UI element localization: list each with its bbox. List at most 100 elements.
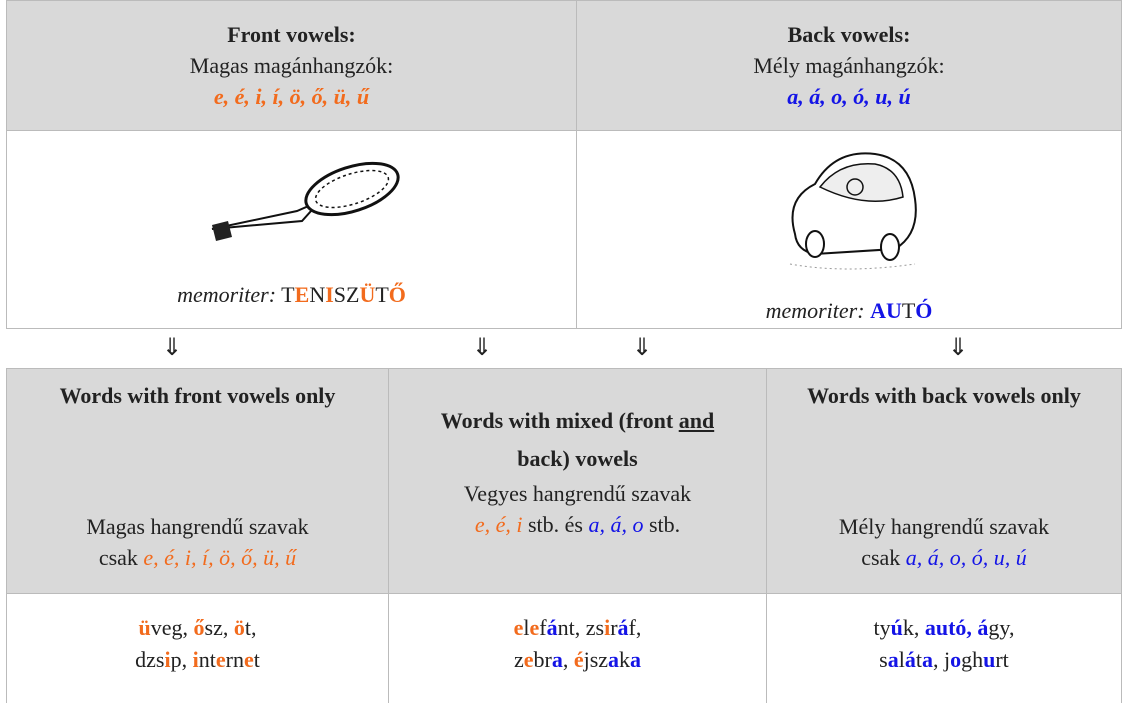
text-run: stb. és — [522, 512, 589, 537]
text-run: k, — [902, 615, 925, 640]
mnemonic: memoriter: TENISZÜTŐ — [7, 279, 576, 310]
text-run: AU — [870, 298, 902, 323]
example-line: üveg, ősz, öt, — [7, 612, 388, 644]
text-run: and — [678, 408, 715, 433]
text-run: t, — [244, 615, 257, 640]
examples-cell: üveg, ősz, öt, dzsip, internet — [6, 593, 389, 703]
text-run: Words with mixed (front — [440, 408, 679, 433]
text-run: l — [523, 615, 530, 640]
text-run: á — [977, 615, 989, 640]
text-run: t — [253, 647, 260, 672]
text-run: Words with back vowels only — [807, 383, 1081, 408]
vowels: csak a, á, o, ó, u, ú — [795, 542, 1093, 573]
text-run: SZ — [333, 282, 360, 307]
subtitle: Magas hangrendű szavak — [86, 514, 309, 539]
text-run: E — [294, 282, 310, 307]
text-run: a — [887, 647, 899, 672]
text-run: z — [513, 647, 524, 672]
text-run: e — [529, 615, 540, 640]
text-run: csak — [861, 545, 906, 570]
text-run: Words with front vowels only — [59, 383, 336, 408]
text-run: e — [215, 647, 226, 672]
text-run: ö — [233, 615, 245, 640]
header-tail: Magas hangrendű szavak csak e, é, i, í, ö… — [35, 511, 360, 573]
text-run: T — [375, 282, 389, 307]
text-run: ty — [873, 615, 891, 640]
text-run: i — [164, 647, 171, 672]
text-run: e, é, i, í, ö, ő, ü, ű — [143, 545, 297, 570]
text-run: ü — [138, 615, 151, 640]
text-run: Ó — [915, 298, 933, 323]
mnemonic: memoriter: AUTÓ — [577, 295, 1121, 326]
text-run: i — [192, 647, 199, 672]
text-run: ú — [890, 615, 903, 640]
text-run: stb. — [643, 512, 681, 537]
text-run: a, á, o — [588, 512, 644, 537]
arrow: ⇓ — [632, 335, 653, 361]
example-line: elefánt, zsiráf, — [389, 612, 766, 644]
text-run: á — [546, 615, 558, 640]
text-run: á — [904, 647, 916, 672]
subtitle: Vegyes hangrendű szavak — [463, 481, 692, 506]
example-line: tyúk, autó, ágy, — [767, 612, 1121, 644]
text-run: sz, — [204, 615, 234, 640]
text-run: csak — [98, 545, 144, 570]
text-run: l — [898, 647, 905, 672]
text-run: dzs — [135, 647, 165, 672]
text-run: o — [950, 647, 962, 672]
arrow: ⇓ — [948, 335, 969, 361]
column-header: Words with back vowels only Mély hangrend… — [766, 368, 1122, 594]
text-run: a — [608, 647, 620, 672]
text-run: i — [604, 615, 611, 640]
text-run: I — [325, 282, 334, 307]
text-run: a — [921, 647, 933, 672]
text-run: nt — [198, 647, 216, 672]
header-tail: Vegyes hangrendű szavak e, é, i stb. és a… — [417, 478, 738, 540]
title: Back vowels: — [787, 22, 911, 47]
mnemonic-label: memoriter: — [177, 282, 277, 307]
vowels: a, á, o, ó, u, ú — [787, 84, 911, 109]
text-run: rn — [225, 647, 244, 672]
text-run: e — [243, 647, 254, 672]
text-run: p, — [170, 647, 193, 672]
mnemonic-label: memoriter: — [765, 298, 865, 323]
text-run: T — [901, 298, 916, 323]
text-run: jsz — [583, 647, 609, 672]
text-run: br — [533, 647, 552, 672]
text-run: gh — [961, 647, 984, 672]
text-run: s — [879, 647, 888, 672]
example-line: dzsip, internet — [7, 644, 388, 676]
examples-cell: tyúk, autó, ágy, saláta, joghurt — [766, 593, 1122, 703]
header-tail: Mély hangrendű szavak csak a, á, o, ó, u,… — [795, 511, 1093, 573]
front-image-cell: memoriter: TENISZÜTŐ — [6, 130, 577, 329]
text-run: rt — [995, 647, 1009, 672]
mnemonic-word: AUTÓ — [870, 298, 932, 323]
back-header: Back vowels: Mély magánhangzók: a, á, o,… — [576, 0, 1122, 131]
text-run: f, — [628, 615, 642, 640]
example-line: saláta, joghurt — [767, 644, 1121, 676]
racket-icon — [211, 161, 400, 241]
text-run: f — [539, 615, 547, 640]
text-run: N — [309, 282, 326, 307]
title: Front vowels: — [227, 22, 356, 47]
column-header: Words with mixed (front and back) vowels… — [388, 368, 767, 594]
text-run: t — [915, 647, 922, 672]
text-run: k — [619, 647, 631, 672]
vowels: e, é, i, í, ö, ő, ü, ű — [213, 84, 370, 109]
text-run: back) vowels — [517, 446, 638, 471]
text-run: nt, zs — [557, 615, 605, 640]
text-run: e — [513, 615, 524, 640]
heading: Words with back vowels only — [795, 377, 1093, 415]
text-run: Ő — [388, 282, 406, 307]
vowels: e, é, i stb. és a, á, o stb. — [417, 509, 738, 540]
subtitle: Magas magánhangzók: — [189, 53, 394, 78]
front-header: Front vowels: Magas magánhangzók: e, é, … — [6, 0, 577, 131]
text-run: é — [573, 647, 584, 672]
text-run: autó, — [924, 615, 972, 640]
mnemonic-word: TENISZÜTŐ — [281, 282, 406, 307]
text-run: u — [983, 647, 996, 672]
text-run: e — [523, 647, 534, 672]
column-header: Words with front vowels only Magas hangre… — [6, 368, 389, 594]
back-image-cell: memoriter: AUTÓ — [576, 130, 1122, 329]
